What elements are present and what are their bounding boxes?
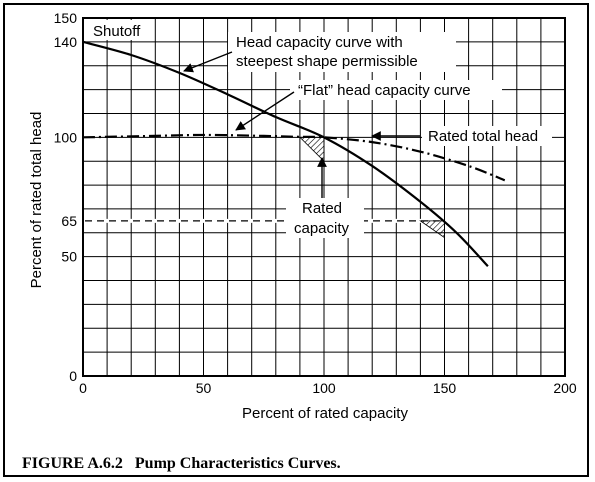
steep-pointer-arrow (183, 51, 233, 73)
flat-pointer-arrow (235, 91, 295, 131)
flat-curve-label: “Flat” head capacity curve (298, 82, 471, 99)
rated-capacity-box (286, 198, 364, 238)
annotations: Shutoff Head capacity curve with steepes… (86, 20, 552, 238)
y-axis-label: Percent of rated total head (28, 112, 45, 289)
y-tick-label: 140 (54, 34, 78, 50)
steep-label-box (228, 32, 456, 72)
x-tick-label: 50 (196, 380, 212, 396)
series-lines (82, 40, 506, 267)
rated-head-hatch (298, 136, 325, 163)
rated-capacity-hatch (419, 220, 445, 239)
shutoff-box (86, 20, 154, 40)
steep-curve-label-1: Head capacity curve with (236, 34, 403, 51)
x-tick-label: 200 (553, 380, 577, 396)
rated-head-label: Rated total head (428, 128, 538, 145)
y-tick-label: 0 (69, 368, 77, 384)
x-tick-label: 150 (433, 380, 457, 396)
rated-capacity-label-1: Rated (302, 200, 342, 217)
rated-capacity-label-2: capacity (294, 220, 350, 237)
flat-head-capacity-curve (82, 133, 506, 182)
y-tick-label: 50 (61, 249, 77, 265)
flat-label-box (290, 80, 502, 100)
tick-labels: 0 50 100 150 200 0 50 65 100 140 150 (54, 10, 577, 396)
y-tick-label: 65 (61, 213, 77, 229)
steep-curve-label-2: steepest shape permissible (236, 53, 418, 70)
rated-head-box (422, 126, 552, 146)
plot-border (82, 17, 566, 377)
y-tick-label: 150 (54, 10, 78, 26)
steep-head-capacity-curve (82, 40, 489, 267)
y-tick-label: 100 (54, 129, 78, 145)
figure-caption: FIGURE A.6.2 Pump Characteristics Curves… (22, 455, 341, 472)
x-tick-label: 100 (312, 380, 336, 396)
x-tick-label: 0 (79, 380, 87, 396)
x-axis-label: Percent of rated capacity (242, 405, 408, 422)
shutoff-label: Shutoff (93, 23, 141, 40)
